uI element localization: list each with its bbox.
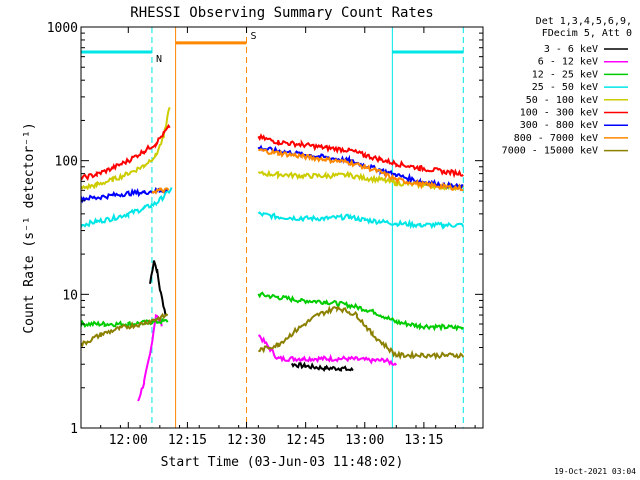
- legend-item-label: 800 - 7000 keV: [514, 133, 598, 144]
- x-axis-label: Start Time (03-Jun-03 11:48:02): [161, 455, 404, 470]
- series-line: [258, 305, 465, 361]
- legend-item-label: 12 - 25 keV: [532, 69, 598, 80]
- legend-item-label: 6 - 12 keV: [538, 57, 598, 68]
- series-line: [257, 291, 464, 332]
- legend-header: FDecim 5, Att 0: [542, 28, 632, 39]
- series-line: [81, 312, 169, 348]
- legend-item-label: 7000 - 15000 keV: [502, 146, 598, 157]
- footer-timestamp: 19-Oct-2021 03:04: [554, 467, 636, 476]
- plot-frame: [80, 26, 484, 429]
- series-line: [258, 148, 464, 192]
- legend-header: Det 1,3,4,5,6,9,: [536, 16, 632, 27]
- x-tick-label: 12:45: [286, 433, 325, 448]
- x-tick-label: 13:00: [345, 433, 384, 448]
- legend-item-label: 50 - 100 keV: [526, 95, 598, 106]
- series-line: [257, 133, 464, 179]
- series-line: [151, 187, 170, 195]
- y-tick-label: 100: [55, 155, 78, 170]
- legend-item-label: 300 - 800 keV: [520, 120, 598, 131]
- y-tick-label: 10: [62, 288, 78, 303]
- series-line: [149, 260, 167, 317]
- legend-item-label: 3 - 6 keV: [544, 44, 598, 55]
- series-line: [290, 361, 354, 372]
- series-line: [257, 211, 465, 230]
- series-line: [81, 106, 171, 191]
- x-tick-label: 12:00: [109, 433, 148, 448]
- overlay-label: N: [156, 54, 162, 65]
- series-line: [137, 314, 163, 402]
- legend-item-label: 25 - 50 keV: [532, 82, 598, 93]
- x-tick-label: 12:30: [227, 433, 266, 448]
- chart-title: RHESSI Observing Summary Count Rates: [130, 5, 433, 21]
- x-tick-label: 12:15: [168, 433, 207, 448]
- legend-item-label: 100 - 300 keV: [520, 108, 598, 119]
- y-axis-label: Count Rate (s⁻¹ detector⁻¹): [22, 122, 37, 333]
- y-tick-label: 1000: [47, 21, 78, 36]
- y-tick-label: 1: [70, 422, 78, 437]
- series-line: [81, 187, 173, 228]
- series-line: [257, 334, 398, 366]
- x-tick-label: 13:15: [404, 433, 443, 448]
- overlay-label: S: [251, 31, 257, 42]
- series-line: [81, 123, 171, 181]
